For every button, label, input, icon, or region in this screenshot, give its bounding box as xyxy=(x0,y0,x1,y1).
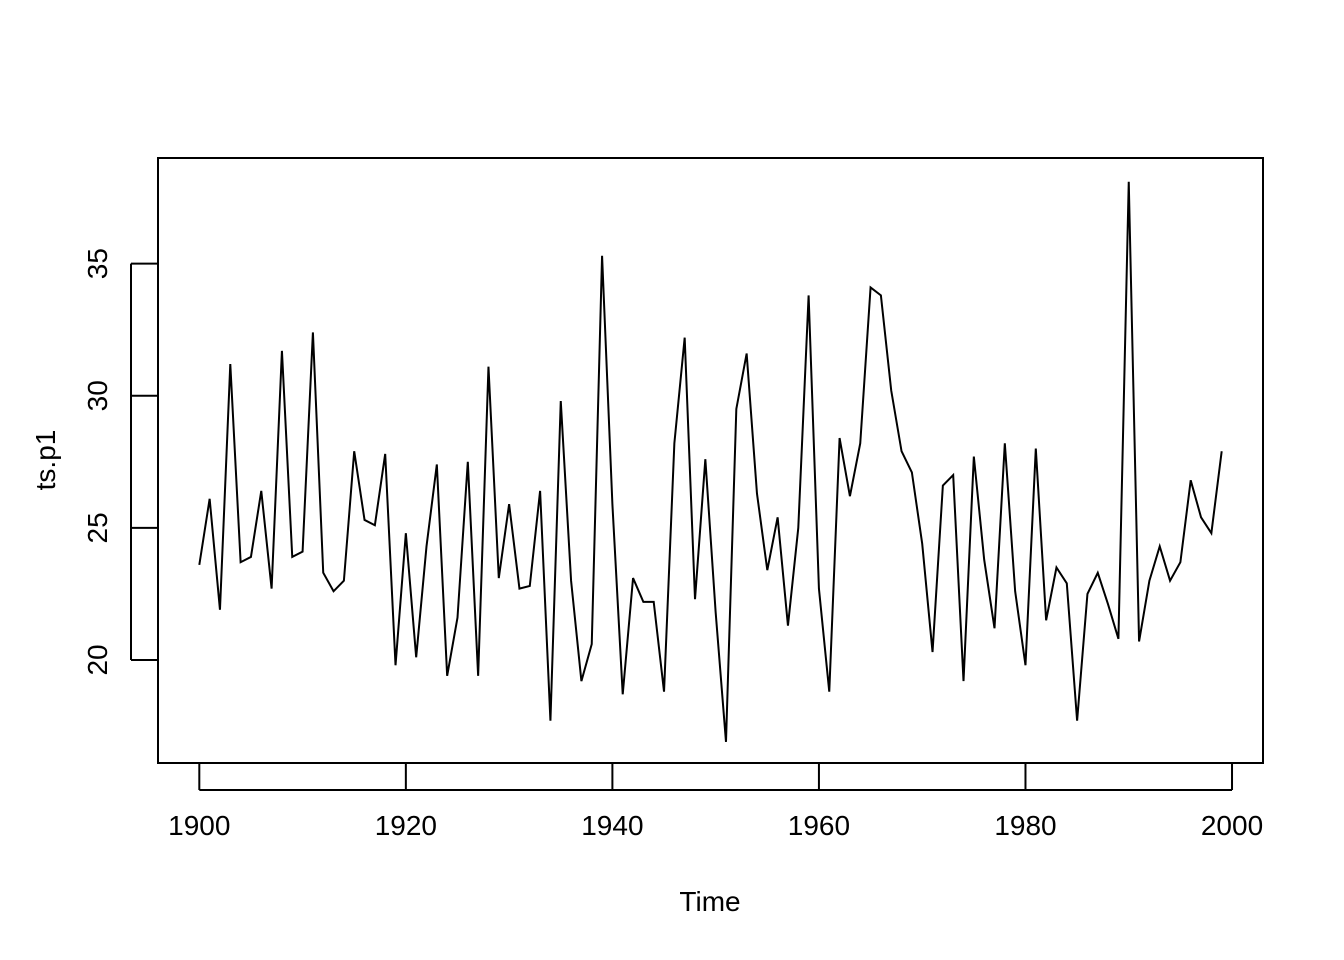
x-tick-label: 1980 xyxy=(994,810,1056,841)
y-axis: 20 25 30 35 xyxy=(82,248,158,676)
x-tick-label: 1920 xyxy=(375,810,437,841)
plot-frame xyxy=(157,157,1264,764)
x-tick-label: 2000 xyxy=(1201,810,1263,841)
x-tick-label: 1940 xyxy=(581,810,643,841)
y-tick-label: 25 xyxy=(82,512,113,543)
x-axis: 1900 1920 1940 1960 1980 2000 xyxy=(168,763,1263,841)
x-tick-label: 1900 xyxy=(168,810,230,841)
y-tick-label: 30 xyxy=(82,380,113,411)
y-tick-label: 20 xyxy=(82,644,113,675)
x-tick-label: 1960 xyxy=(788,810,850,841)
series-line xyxy=(198,181,1223,742)
y-axis-title: ts.p1 xyxy=(30,430,61,491)
x-axis-title: Time xyxy=(679,886,740,917)
y-tick-label: 35 xyxy=(82,248,113,279)
